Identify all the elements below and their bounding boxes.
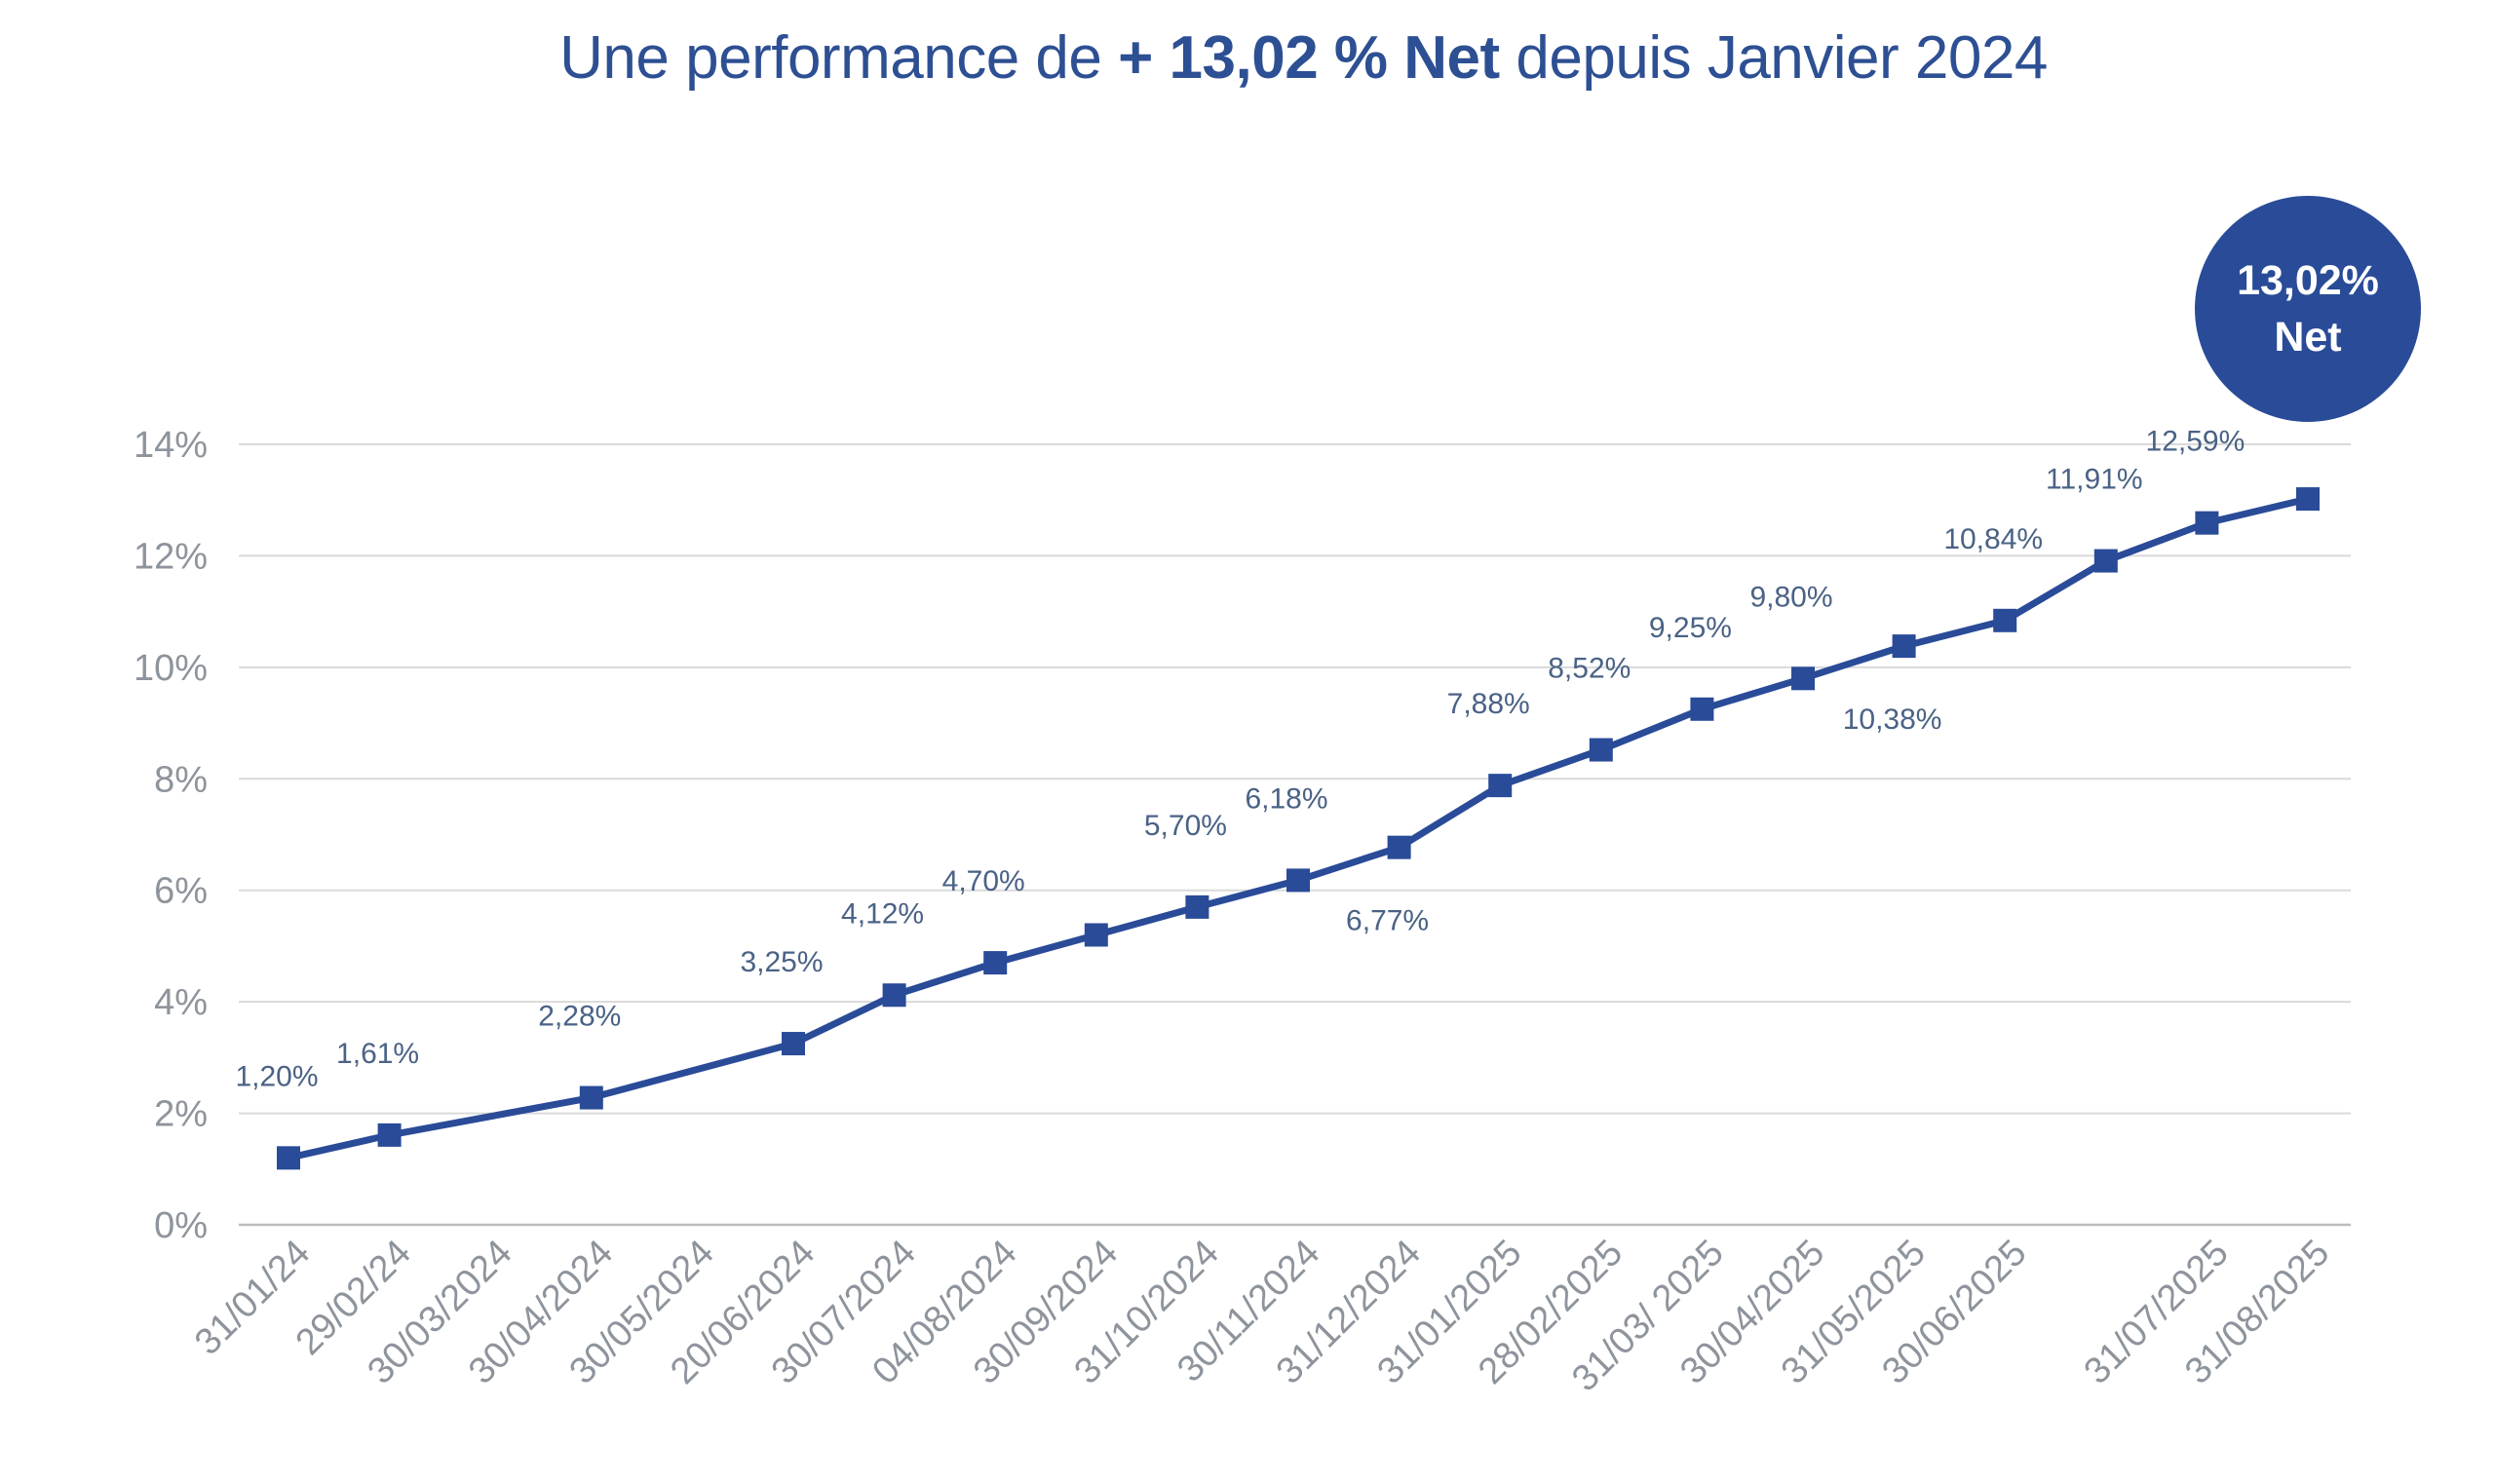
data-points <box>277 487 2320 1170</box>
data-label: 12,59% <box>2146 426 2246 458</box>
y-tick-label: 14% <box>134 425 208 466</box>
data-point-marker <box>1589 738 1613 762</box>
data-label: 9,80% <box>1749 581 1832 613</box>
data-point-marker <box>579 1085 603 1110</box>
y-tick-label: 8% <box>154 759 208 800</box>
badge-value: 13,02% <box>2237 257 2379 304</box>
data-label: 10,38% <box>1843 704 1942 736</box>
y-tick-label: 4% <box>154 982 208 1023</box>
data-point-marker <box>1185 894 1209 919</box>
data-label: 3,25% <box>740 946 823 978</box>
x-axis-ticks: 31/01/2429/02/2430/03/202430/04/202430/0… <box>187 1233 2337 1400</box>
y-axis-ticks: 0% 2% 4% 6% 8% 10% 12% 14% <box>134 425 208 1246</box>
data-labels: 1,20% 1,61% 2,28% 3,25% 4,12% 4,70% 5,70% 6,18%… <box>235 426 2245 1093</box>
data-label: 11,91% <box>2046 464 2143 496</box>
data-label: 1,61% <box>336 1038 419 1070</box>
title-highlight: + 13,02 % Net <box>1118 24 1500 92</box>
y-tick-label: 10% <box>134 648 208 689</box>
chart-title: Une performance de + 13,02 % Net depuis … <box>0 23 2495 93</box>
data-point-marker <box>1690 697 1714 721</box>
data-point-marker <box>2195 511 2219 535</box>
data-point-marker <box>277 1146 300 1170</box>
data-point-marker <box>1892 634 1916 659</box>
data-label: 7,88% <box>1447 688 1530 720</box>
y-tick-label: 12% <box>134 536 208 577</box>
data-point-marker <box>1286 868 1310 893</box>
net-performance-badge: 13,02% Net <box>2195 196 2421 422</box>
data-label: 9,25% <box>1649 612 1732 644</box>
y-tick-label: 0% <box>154 1205 208 1246</box>
data-label: 2,28% <box>538 1001 621 1033</box>
series-line <box>288 495 2309 1161</box>
data-label: 6,18% <box>1245 782 1327 815</box>
data-label: 10,84% <box>1943 523 2043 555</box>
data-point-marker <box>882 983 906 1008</box>
data-label: 5,70% <box>1144 810 1227 842</box>
data-point-marker <box>1488 774 1513 798</box>
data-point-marker <box>983 951 1008 975</box>
title-suffix: depuis Janvier 2024 <box>1499 24 2048 92</box>
data-label: 8,52% <box>1548 653 1631 685</box>
data-point-marker <box>1993 608 2017 632</box>
data-label: 6,77% <box>1346 905 1429 937</box>
badge-caption: Net <box>2274 314 2342 361</box>
data-point-marker <box>1387 835 1411 859</box>
data-point-marker <box>2296 487 2320 512</box>
data-label: 4,12% <box>841 897 924 930</box>
data-point-marker <box>782 1032 805 1056</box>
data-label: 1,20% <box>235 1060 318 1092</box>
title-prefix: Une performance de <box>559 24 1119 92</box>
data-label: 4,70% <box>942 865 1025 897</box>
data-point-marker <box>1791 666 1815 691</box>
data-point-marker <box>2093 549 2118 573</box>
series-polyline <box>288 495 2309 1161</box>
data-point-marker <box>377 1123 402 1147</box>
y-tick-label: 6% <box>154 871 208 912</box>
y-tick-label: 2% <box>154 1094 208 1135</box>
data-point-marker <box>1084 923 1108 947</box>
